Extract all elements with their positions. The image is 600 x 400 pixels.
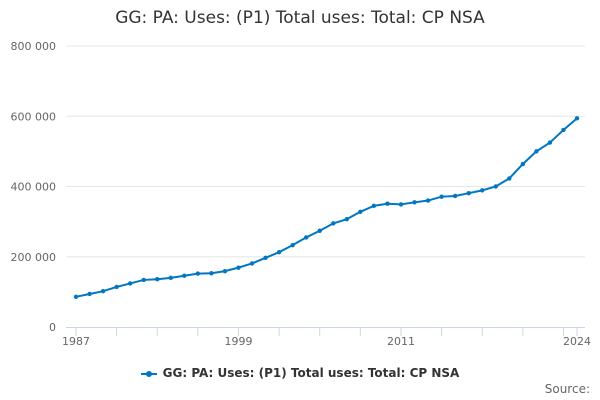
data-point: [520, 161, 526, 167]
data-point: [236, 265, 241, 270]
series-line: [75, 117, 578, 298]
data-point: [195, 271, 201, 276]
data-point: [344, 216, 350, 222]
x-tick-label: 2024: [563, 335, 591, 348]
data-point: [439, 194, 444, 199]
data-point: [141, 277, 146, 283]
source-label: Source:: [544, 382, 590, 396]
data-point: [534, 149, 539, 154]
data-point: [493, 184, 498, 189]
data-point: [547, 140, 553, 145]
y-tick-label: 400 000: [11, 181, 57, 194]
data-point: [168, 275, 173, 281]
y-tick-label: 600 000: [11, 110, 57, 123]
data-point: [263, 255, 268, 261]
data-point: [466, 190, 471, 196]
data-point: [249, 261, 255, 266]
legend-swatch: [140, 370, 157, 377]
data-point: [480, 188, 485, 193]
data-point: [317, 228, 322, 233]
data-point: [155, 277, 160, 282]
data-point: [574, 116, 580, 121]
data-point: [358, 209, 363, 214]
data-point: [114, 284, 119, 290]
legend[interactable]: GG: PA: Uses: (P1) Total uses: Total: CP…: [0, 366, 600, 380]
data-point: [398, 202, 404, 207]
data-point: [87, 291, 92, 297]
data-point: [303, 235, 309, 240]
data-point: [222, 268, 228, 274]
data-point: [412, 200, 417, 205]
y-tick-label: 0: [49, 321, 56, 334]
data-point: [507, 176, 512, 181]
data-point: [561, 127, 566, 133]
data-point: [290, 242, 295, 248]
data-point: [127, 281, 133, 286]
data-point: [425, 198, 431, 203]
data-point: [452, 193, 458, 199]
data-point: [182, 273, 187, 278]
y-tick-label: 800 000: [11, 40, 57, 53]
chart-title: GG: PA: Uses: (P1) Total uses: Total: CP…: [115, 8, 485, 28]
x-tick-label: 1999: [224, 335, 252, 348]
data-point: [385, 201, 390, 206]
data-point: [209, 271, 214, 276]
data-point: [371, 203, 377, 209]
x-tick-label: 1987: [62, 335, 90, 348]
data-point: [73, 294, 79, 299]
data-point: [100, 288, 106, 294]
data-point: [331, 221, 336, 226]
data-point: [276, 249, 282, 255]
x-tick-label: 2011: [387, 335, 415, 348]
legend-label: GG: PA: Uses: (P1) Total uses: Total: CP…: [162, 366, 460, 380]
y-tick-label: 200 000: [11, 251, 57, 264]
